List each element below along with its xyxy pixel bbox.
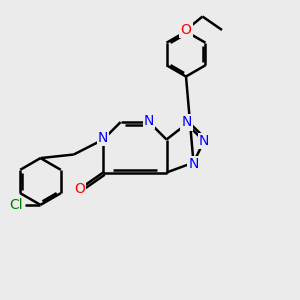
Text: Cl: Cl	[10, 198, 23, 212]
Text: N: N	[182, 116, 192, 129]
Text: N: N	[98, 131, 108, 145]
Text: N: N	[199, 134, 209, 148]
Text: N: N	[188, 157, 199, 171]
Text: O: O	[74, 182, 85, 196]
Text: O: O	[181, 23, 191, 37]
Text: N: N	[144, 114, 154, 128]
